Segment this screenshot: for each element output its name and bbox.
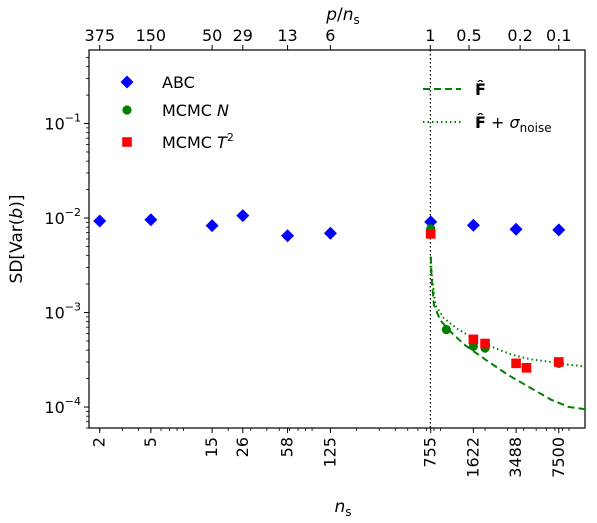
legend-label-dashed: F̂	[475, 80, 486, 99]
legend-label-mcmc-n: MCMC N	[162, 101, 229, 120]
legend-marker-abc	[120, 75, 134, 89]
legend: ABC MCMC N MCMC T2 F̂ F̂ + σnoise	[120, 73, 552, 152]
x-tick-label: 26	[233, 437, 252, 457]
top-tick-label: 0.1	[546, 26, 571, 45]
marker-abc-8	[509, 222, 523, 236]
axis-titles: ns p/ns SD[Var(b)]	[7, 5, 360, 519]
y-tick-label: 10−4	[44, 395, 81, 417]
top-tick-label: 6	[325, 26, 335, 45]
x-tick-label: 7500	[549, 437, 568, 478]
data-markers	[93, 209, 566, 373]
marker-mcmc-t-2-4	[521, 363, 532, 373]
line-f-noise-dotted	[429, 256, 585, 368]
marker-abc-1	[144, 213, 158, 227]
top-tick-label: 150	[136, 26, 167, 45]
top-tick-label: 0.2	[507, 26, 532, 45]
marker-mcmc-t-2-5	[553, 357, 564, 367]
marker-abc-4	[281, 229, 295, 243]
y-axis: 10−4 10−3 10−2 10−1	[44, 57, 89, 429]
top-tick-label: 375	[84, 26, 115, 45]
legend-marker-mcmc-t-2	[122, 137, 132, 147]
marker-mcmc-t-2-2	[480, 338, 490, 349]
marker-abc-7	[466, 218, 480, 232]
marker-abc-0	[93, 214, 107, 228]
top-tick-label: 1	[425, 26, 435, 45]
legend-label-dotted: F̂ + σnoise	[475, 113, 552, 135]
marker-abc-3	[236, 209, 250, 223]
top-x-axis: 375 150 50 29 13 6 1 0.5 0.2 0.1	[84, 26, 572, 50]
marker-abc-5	[323, 226, 337, 240]
x-tick-label: 2	[90, 437, 109, 447]
x-tick-label: 5	[141, 437, 160, 447]
y-tick-label: 10−2	[44, 206, 81, 228]
fit-lines	[429, 256, 585, 411]
top-tick-label: 29	[233, 26, 253, 45]
marker-abc-6	[424, 215, 438, 229]
y-axis-title: SD[Var(b)]	[7, 195, 27, 284]
marker-mcmc-t-2-3	[511, 358, 521, 369]
y-tick-label: 10−1	[44, 112, 81, 134]
x-tick-label: 3488	[506, 437, 525, 478]
legend-marker-mcmc-n	[122, 105, 132, 115]
top-tick-label: 50	[202, 26, 222, 45]
y-tick-label: 10−3	[44, 301, 81, 323]
top-tick-label: 0.5	[456, 26, 481, 45]
x-tick-label: 15	[202, 437, 221, 457]
marker-mcmc-t-2-0	[425, 229, 436, 239]
top-tick-label: 13	[277, 26, 297, 45]
x-axis: 2 5 15 26 58 125 755 1622 3488 7500	[90, 428, 570, 478]
x-tick-label: 58	[278, 437, 297, 457]
marker-mcmc-t-2-1	[468, 334, 479, 345]
marker-mcmc-n-1	[441, 324, 451, 335]
x-tick-label: 1622	[463, 437, 482, 478]
marker-abc-9	[552, 223, 566, 237]
line-f-dashed	[429, 256, 585, 411]
top-axis-title: p/ns	[325, 5, 360, 27]
x-tick-label: 125	[320, 437, 339, 468]
legend-label-mcmc-t-2: MCMC T2	[162, 131, 234, 152]
marker-abc-2	[205, 219, 219, 233]
x-axis-title: ns	[334, 497, 351, 519]
legend-label-abc: ABC	[162, 73, 195, 92]
x-tick-label: 755	[421, 437, 440, 468]
